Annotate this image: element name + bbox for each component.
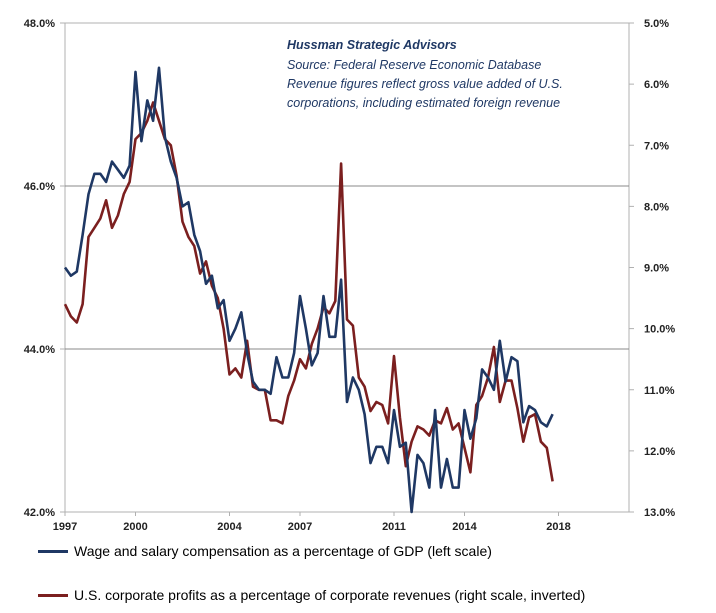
right-tick-label: 6.0% xyxy=(644,79,669,91)
series-lines xyxy=(63,66,554,514)
x-tick-label: 2011 xyxy=(382,521,406,533)
x-tick-label: 2018 xyxy=(546,521,570,533)
left-tick-label: 48.0% xyxy=(24,18,55,30)
right-tick-label: 11.0% xyxy=(644,385,675,397)
left-axis-ticks: 42.0% 44.0% 46.0% 48.0% xyxy=(24,18,65,519)
legend-label-wage: Wage and salary compensation as a percen… xyxy=(74,543,492,559)
left-tick-label: 42.0% xyxy=(24,507,55,519)
legend-item-wage: Wage and salary compensation as a percen… xyxy=(38,543,492,559)
x-tick-label: 2014 xyxy=(452,521,477,533)
right-tick-label: 8.0% xyxy=(644,201,669,213)
annotation-line-1: Hussman Strategic Advisors xyxy=(287,38,457,52)
legend-swatch-profit xyxy=(38,593,68,597)
annotation-line-2: Source: Federal Reserve Economic Databas… xyxy=(287,58,541,72)
x-tick-label: 2000 xyxy=(123,521,147,533)
right-tick-label: 10.0% xyxy=(644,324,675,336)
legend-label-profit: U.S. corporate profits as a percentage o… xyxy=(74,587,586,603)
chart-annotation: Hussman Strategic Advisors Source: Feder… xyxy=(287,38,563,110)
annotation-line-4: corporations, including estimated foreig… xyxy=(287,96,560,110)
right-tick-label: 7.0% xyxy=(644,140,669,152)
left-tick-label: 46.0% xyxy=(24,181,55,193)
legend-swatch-wage xyxy=(38,549,68,553)
right-tick-label: 9.0% xyxy=(644,263,669,275)
right-tick-label: 13.0% xyxy=(644,507,675,519)
x-tick-label: 2004 xyxy=(217,521,242,533)
x-tick-label: 2007 xyxy=(288,521,312,533)
x-tick-label: 1997 xyxy=(53,521,77,533)
right-axis-ticks: 5.0% 6.0% 7.0% 8.0% 9.0% 10.0% 11.0% 12.0% 13.0% xyxy=(629,18,675,519)
gridlines xyxy=(65,185,629,350)
series-line-wage xyxy=(63,66,554,514)
left-tick-label: 44.0% xyxy=(24,344,55,356)
right-tick-label: 5.0% xyxy=(644,18,669,30)
series-line-profit xyxy=(63,101,554,482)
legend-item-profit: U.S. corporate profits as a percentage o… xyxy=(38,587,585,603)
annotation-line-3: Revenue figures reflect gross value adde… xyxy=(287,77,563,91)
x-axis-ticks: 1997 2000 2004 2007 2011 2014 2018 xyxy=(53,512,571,533)
right-tick-label: 12.0% xyxy=(644,446,675,458)
